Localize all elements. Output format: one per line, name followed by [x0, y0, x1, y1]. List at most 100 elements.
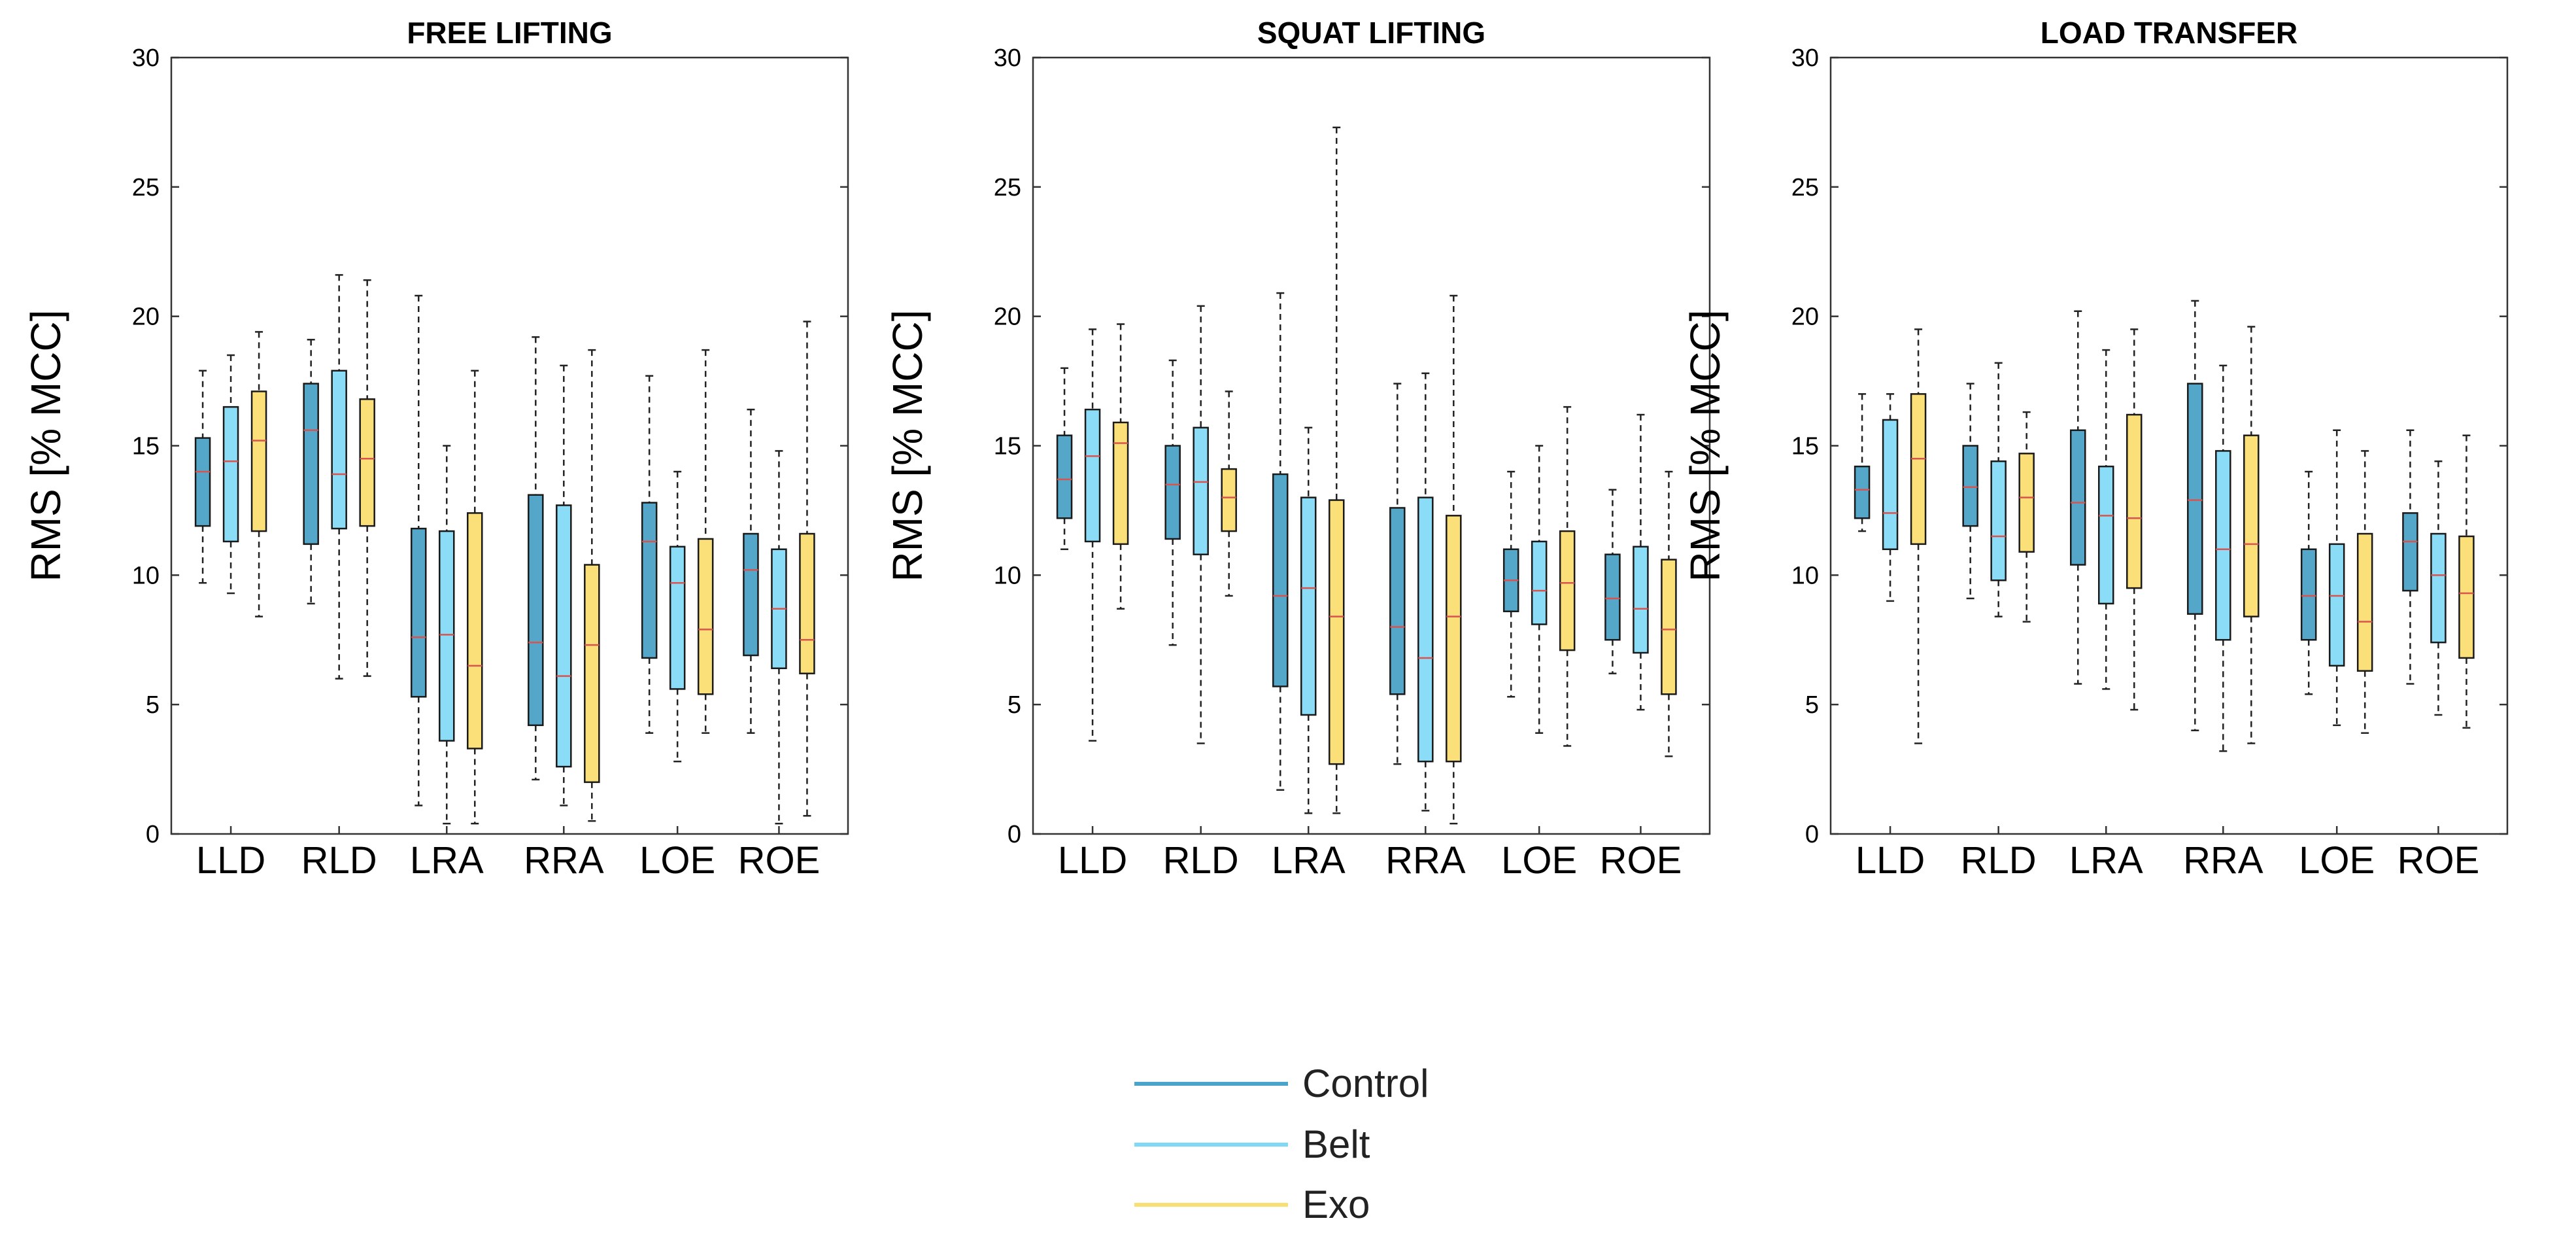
box-iqr [2215, 450, 2231, 641]
box-exo-rld [1221, 390, 1237, 597]
box-iqr [556, 504, 572, 768]
box-iqr [743, 532, 759, 657]
box-belt-rra [556, 364, 572, 806]
box-iqr [2356, 532, 2373, 672]
legend: Control Belt Exo [1134, 1062, 1429, 1226]
box-control-rra [1389, 383, 1406, 765]
y-tick-label: 5 [146, 691, 160, 719]
box-iqr [2126, 413, 2143, 589]
box-control-roe [2402, 429, 2418, 685]
box-exo-lld [1910, 328, 1927, 744]
x-tick-label: ROE [738, 839, 821, 882]
box-iqr [2097, 465, 2114, 605]
box-control-lld [1854, 393, 1871, 532]
box-belt-lld [1882, 393, 1899, 602]
panel-free-lifting: FREE LIFTING 0 5 10 15 20 25 30 RMS [% MCC] LLD RL… [22, 16, 849, 882]
box-iqr [2328, 543, 2345, 667]
box-iqr [2402, 512, 2418, 592]
x-tick-label: LRA [2069, 839, 2143, 882]
box-belt-loe [2328, 429, 2345, 727]
box-iqr [359, 398, 375, 527]
y-tick-label: 15 [994, 433, 1021, 460]
box-iqr [1389, 507, 1406, 695]
box-belt-roe [2430, 460, 2447, 716]
box-iqr [669, 545, 686, 690]
x-tick-label: LLD [1058, 839, 1127, 882]
box-belt-rra [1417, 372, 1434, 812]
box-iqr [1882, 419, 1899, 551]
x-tick-label: LLD [1856, 839, 1925, 882]
box-iqr [1084, 408, 1101, 543]
box-control-lld [1056, 367, 1073, 551]
y-tick-label: 20 [132, 303, 160, 331]
legend-label: Control [1302, 1062, 1429, 1105]
box-iqr [2018, 453, 2035, 553]
box-control-lld [194, 370, 211, 584]
box-belt-loe [1531, 445, 1548, 734]
y-tick-label: 5 [1008, 691, 1021, 719]
box-iqr [1328, 499, 1345, 765]
box-belt-rld [331, 274, 347, 680]
box-iqr [250, 390, 267, 532]
x-tick-label: ROE [2398, 839, 2480, 882]
box-iqr [410, 527, 427, 698]
box-belt-lld [1084, 328, 1101, 742]
box-exo-rld [2018, 411, 2035, 623]
box-exo-roe [2458, 434, 2475, 729]
y-axis-label: RMS [% MCC] [884, 310, 931, 582]
x-tick-label: RLD [301, 839, 377, 882]
box-control-rra [2187, 300, 2203, 731]
y-tick-label: 0 [146, 821, 160, 848]
box-iqr [1559, 530, 1576, 651]
box-iqr [584, 564, 600, 784]
box-control-lra [2069, 310, 2086, 685]
box-iqr [1272, 473, 1289, 687]
axes-frame [1032, 56, 1711, 835]
x-tick-label: LOE [639, 839, 715, 882]
box-iqr [1962, 445, 1978, 527]
box-iqr [438, 530, 455, 742]
box-exo-rra [584, 349, 600, 822]
x-tick-label: RRA [524, 839, 604, 882]
box-iqr [1854, 465, 1871, 519]
x-tick-label: RRA [1385, 839, 1466, 882]
x-tick-label: ROE [1600, 839, 1682, 882]
box-iqr [1164, 445, 1181, 540]
legend-label: Belt [1302, 1122, 1370, 1166]
box-iqr [1910, 393, 1927, 545]
box-belt-rra [2215, 364, 2231, 752]
box-iqr [799, 532, 815, 674]
box-iqr [303, 383, 319, 545]
box-iqr [1531, 540, 1548, 625]
box-exo-loe [697, 349, 714, 734]
box-exo-lra [2126, 328, 2143, 711]
box-iqr [1661, 559, 1677, 695]
axes-frame [170, 56, 849, 835]
box-iqr [697, 538, 714, 695]
box-belt-lra [438, 445, 455, 825]
panel-title: LOAD TRANSFER [2041, 16, 2298, 50]
box-exo-loe [1559, 406, 1576, 747]
box-belt-loe [669, 470, 686, 763]
y-axis-label: RMS [% MCC] [22, 310, 69, 582]
y-tick-label: 20 [994, 303, 1021, 331]
axes-frame [1829, 56, 2509, 835]
box-iqr [1112, 421, 1129, 545]
box-iqr [2069, 429, 2086, 566]
box-iqr [641, 502, 658, 659]
box-iqr [1056, 434, 1073, 519]
box-iqr [1300, 496, 1317, 716]
legend-item-control: Control [1134, 1062, 1429, 1105]
box-iqr [1417, 496, 1434, 763]
x-tick-label: LOE [1501, 839, 1577, 882]
box-exo-rra [1446, 294, 1462, 825]
box-iqr [1633, 545, 1649, 654]
box-iqr [1221, 468, 1237, 532]
x-tick-label: LRA [410, 839, 484, 882]
box-iqr [466, 512, 483, 750]
box-exo-lld [250, 331, 267, 617]
box-belt-lld [222, 354, 239, 595]
box-iqr [2187, 383, 2203, 615]
box-exo-rra [2243, 326, 2260, 744]
